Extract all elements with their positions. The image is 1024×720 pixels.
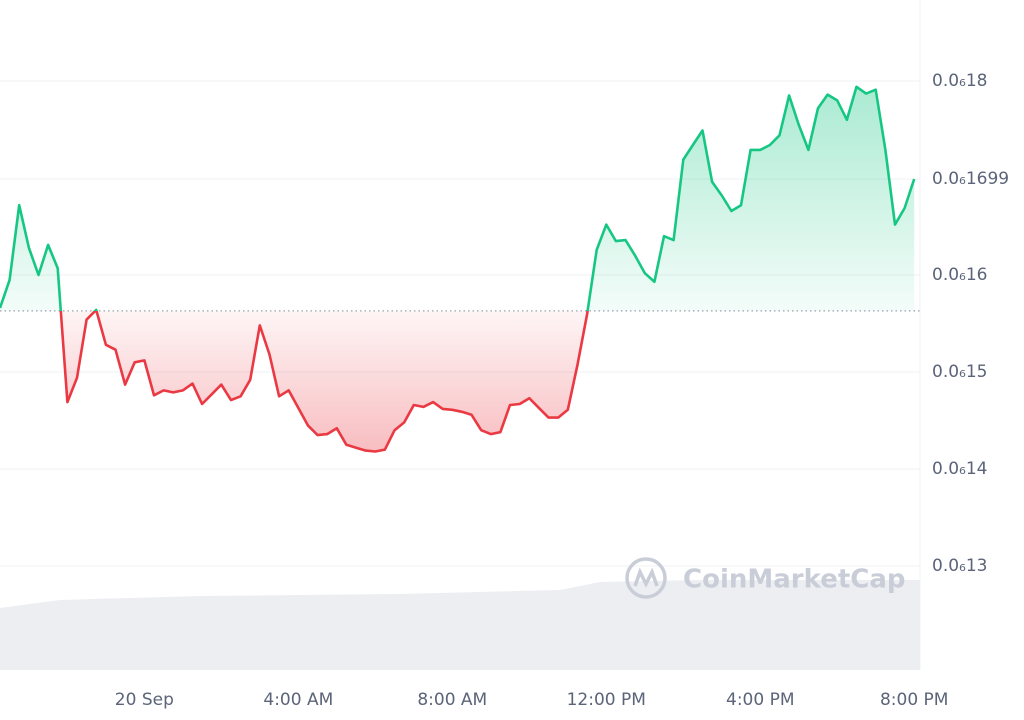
y-tick-label: 0.0₆13: [932, 556, 987, 576]
y-tick-label: 0.0₆18: [932, 71, 987, 91]
volume-area: [0, 580, 920, 670]
x-tick-label: 4:00 PM: [726, 690, 795, 710]
watermark: CoinMarketCap: [683, 565, 906, 595]
x-tick-label: 8:00 PM: [880, 690, 949, 710]
x-tick-label: 12:00 PM: [567, 690, 646, 710]
x-tick-label: 20 Sep: [115, 690, 174, 710]
watermark-logo: [625, 557, 667, 599]
price-area: [0, 86, 915, 452]
x-tick-label: 4:00 AM: [263, 690, 333, 710]
y-tick-label: 0.0₆15: [932, 362, 987, 382]
y-tick-label: 0.0₆1699: [932, 169, 1009, 189]
y-tick-label: 0.0₆14: [932, 459, 987, 479]
x-tick-label: 8:00 AM: [417, 690, 487, 710]
y-tick-label: 0.0₆16: [932, 265, 987, 285]
price-line: [0, 85, 916, 453]
